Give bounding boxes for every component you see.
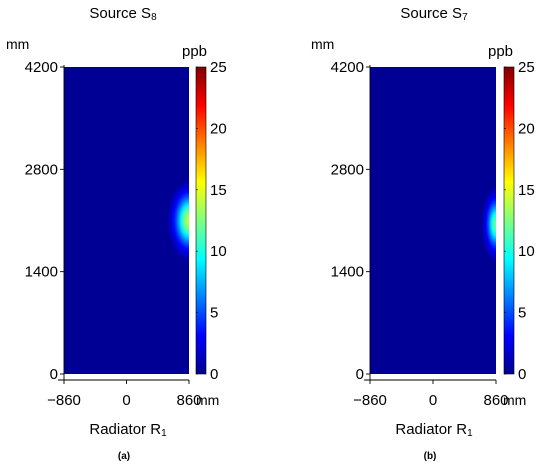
x-axis-label: Radiator R1 (395, 421, 473, 439)
panel-caption: (b) (424, 451, 437, 462)
colorbar-tick-label: 15 (518, 182, 535, 199)
colorbar: 0 5 10 15 20 25 (503, 59, 535, 383)
colorbar-unit-label: ppb (182, 43, 207, 60)
colorbar: 0 5 10 15 20 25 (195, 59, 227, 383)
y-tick-label: 0 (356, 366, 364, 383)
y-unit-label: mm (311, 36, 334, 52)
colorbar-tick-label: 10 (518, 243, 535, 260)
colorbar-gradient (503, 66, 515, 375)
heatmap-plot (370, 67, 496, 374)
colorbar-tick-label: 25 (210, 59, 227, 76)
axes: 0 1400 2800 4200 −860 0 860 (25, 59, 202, 409)
x-tick-label: 860 (483, 392, 508, 409)
colorbar-tick-label: 5 (210, 305, 218, 322)
colorbar-unit-label: ppb (488, 43, 513, 60)
y-tick-label: 2800 (25, 161, 58, 178)
x-tick-label: −860 (47, 392, 81, 409)
y-tick-label: 4200 (331, 59, 364, 76)
panel-caption: (a) (118, 451, 130, 462)
colorbar-tick-label: 0 (518, 366, 526, 383)
colorbar-tick-label: 20 (518, 120, 535, 137)
colorbar-tick-label: 15 (210, 182, 227, 199)
y-tick-label: 0 (50, 366, 58, 383)
heatmap-plot (64, 67, 189, 374)
x-tick-label: 0 (429, 392, 437, 409)
panel-b: Source S7 mm ppb 0 5 10 15 20 25 0 1400 2800 420… (311, 5, 535, 462)
heatmap-hotspot (167, 179, 189, 262)
colorbar-tick-label: 20 (210, 120, 227, 137)
y-unit-label: mm (6, 36, 29, 52)
x-axis-label: Radiator R1 (89, 421, 167, 439)
x-tick-label: 860 (176, 392, 201, 409)
y-tick-label: 2800 (331, 161, 364, 178)
colorbar-tick-label: 10 (210, 243, 227, 260)
colorbar-tick-label: 0 (210, 366, 218, 383)
panel-title: Source S7 (400, 5, 468, 23)
x-tick-label: −860 (353, 392, 387, 409)
panel-a: Source S8 mm ppb 0 5 10 15 20 25 0 1400 2800 420… (6, 5, 227, 462)
y-tick-label: 1400 (331, 264, 364, 281)
y-tick-label: 4200 (25, 59, 58, 76)
colorbar-tick-label: 5 (518, 305, 526, 322)
x-tick-label: 0 (122, 392, 130, 409)
heatmap-hotspot (481, 186, 496, 263)
colorbar-tick-label: 25 (518, 59, 535, 76)
heatmap-background (370, 67, 496, 374)
x-unit-label: mm (503, 392, 526, 408)
colorbar-gradient (195, 66, 207, 375)
y-tick-label: 1400 (25, 264, 58, 281)
panel-title: Source S8 (89, 5, 157, 23)
axes: 0 1400 2800 4200 −860 0 860 (331, 59, 509, 409)
x-unit-label: mm (196, 392, 219, 408)
